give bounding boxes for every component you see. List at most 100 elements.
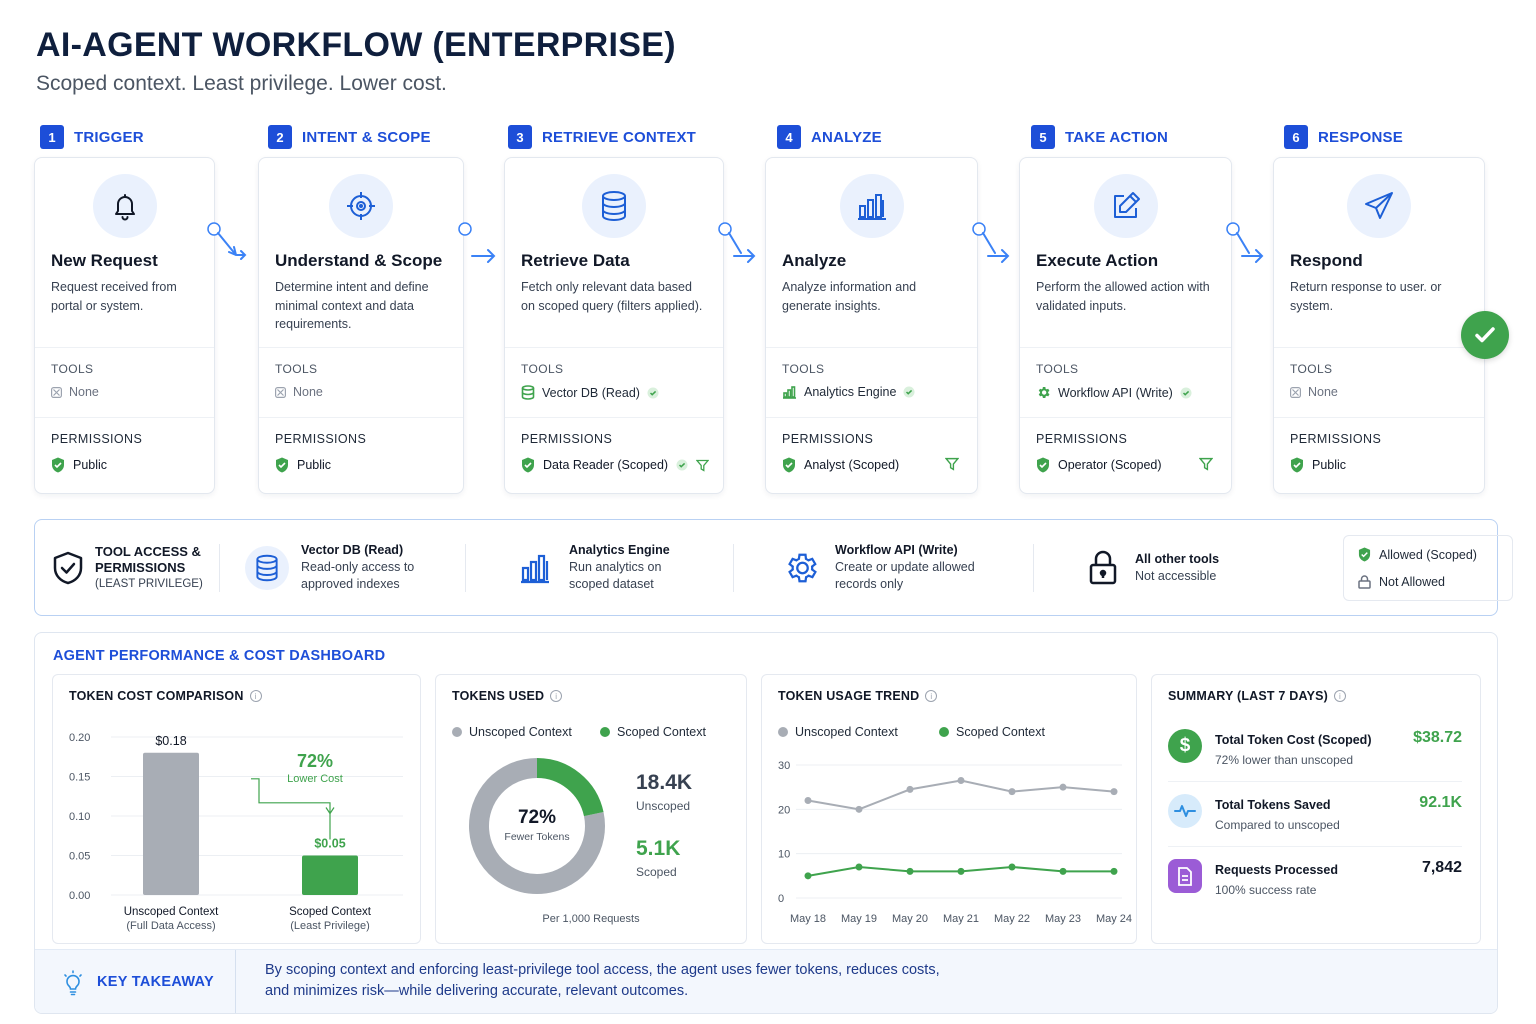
bell-icon bbox=[92, 174, 157, 238]
tools-label: TOOLS bbox=[1290, 362, 1333, 376]
legend-dot bbox=[939, 727, 949, 737]
scoped-label: Scoped bbox=[636, 865, 677, 879]
permissions-label: PERMISSIONS bbox=[51, 432, 143, 446]
pulse-icon bbox=[1168, 794, 1202, 828]
summary-row-cost: $ Total Token Cost (Scoped) 72% lower th… bbox=[1168, 729, 1462, 789]
document-icon bbox=[1168, 859, 1202, 893]
step-label: TAKE ACTION bbox=[1065, 128, 1169, 146]
step-header-retrieve: 3 RETRIEVE CONTEXT bbox=[508, 125, 696, 149]
tool-access-workflow-api: Workflow API (Write) Create or update al… bbox=[779, 520, 975, 615]
step-card-trigger[interactable]: New Request Request received from portal… bbox=[34, 157, 215, 494]
y-tick-label: 0.20 bbox=[69, 732, 90, 744]
shield-check-icon bbox=[1358, 547, 1371, 562]
summary-subtitle: Compared to unscoped bbox=[1215, 818, 1340, 832]
info-icon[interactable]: i bbox=[1334, 690, 1347, 702]
tool-value: None bbox=[1290, 385, 1338, 399]
info-icon[interactable]: i bbox=[550, 690, 563, 702]
step-card-intent[interactable]: Understand & Scope Determine intent and … bbox=[258, 157, 464, 494]
step-card-response[interactable]: Respond Return response to user. or syst… bbox=[1273, 157, 1485, 494]
tool-name: Analytics Engine bbox=[804, 385, 897, 399]
divider bbox=[766, 347, 977, 348]
filter-icon bbox=[696, 459, 710, 472]
summary-value: $38.72 bbox=[1413, 729, 1462, 746]
arrow-down-icon bbox=[325, 807, 335, 815]
flow-arrow-icon bbox=[972, 222, 1010, 263]
divider bbox=[1020, 417, 1231, 418]
step-number: 1 bbox=[40, 125, 64, 149]
legend-label: Unscoped Context bbox=[469, 725, 572, 739]
lightbulb-icon bbox=[64, 970, 82, 996]
info-icon[interactable]: i bbox=[249, 690, 262, 702]
panel-title: TOKEN COST COMPARISON i bbox=[69, 689, 262, 703]
legend-dot bbox=[600, 727, 610, 737]
y-tick-label: 10 bbox=[778, 849, 790, 861]
data-point bbox=[804, 872, 812, 880]
divider bbox=[1274, 347, 1484, 348]
card-title: Execute Action bbox=[1036, 251, 1159, 270]
tool-title: Vector DB (Read) bbox=[301, 543, 404, 557]
permission-name: Public bbox=[297, 458, 332, 472]
permissions-label: PERMISSIONS bbox=[782, 432, 874, 446]
shield-check-icon bbox=[522, 457, 534, 473]
bar-chart-icon bbox=[839, 174, 904, 238]
donut-center: 72% Fewer Tokens bbox=[466, 807, 608, 843]
tool-access-title: PERMISSIONS bbox=[95, 559, 186, 575]
takeaway-text: By scoping context and enforcing least-p… bbox=[265, 960, 1025, 1002]
step-header-trigger: 1 TRIGGER bbox=[40, 125, 144, 149]
step-header-intent: 2 INTENT & SCOPE bbox=[268, 125, 431, 149]
permission-value: Public bbox=[1290, 457, 1346, 473]
tools-label: TOOLS bbox=[275, 362, 318, 376]
tool-description: approved indexes bbox=[301, 577, 400, 591]
y-tick-label: 0.00 bbox=[69, 890, 90, 902]
cost-bar bbox=[302, 855, 358, 895]
y-tick-label: 20 bbox=[778, 804, 790, 816]
summary-title: Total Token Cost (Scoped) bbox=[1215, 733, 1372, 747]
card-description: Return response to user. or system. bbox=[1290, 280, 1442, 313]
divider bbox=[35, 347, 214, 348]
step-card-retrieve[interactable]: Retrieve Data Fetch only relevant data b… bbox=[504, 157, 724, 494]
tool-name: Vector DB (Read) bbox=[542, 385, 640, 400]
edit-icon bbox=[1093, 174, 1158, 238]
step-card-analyze[interactable]: Analyze Analyze information and generate… bbox=[765, 157, 978, 494]
permission-value: Data Reader (Scoped) bbox=[521, 457, 710, 473]
none-icon bbox=[51, 386, 62, 398]
info-icon[interactable]: i bbox=[925, 690, 938, 702]
summary-subtitle: 100% success rate bbox=[1215, 883, 1317, 897]
y-tick-label: 0 bbox=[778, 893, 784, 905]
bar-value-label: $0.18 bbox=[155, 734, 186, 748]
donut-center-value: 72% bbox=[517, 807, 557, 828]
step-label: TRIGGER bbox=[74, 128, 144, 146]
card-title: Understand & Scope bbox=[275, 251, 443, 270]
tool-value: None bbox=[275, 385, 323, 399]
y-tick-label: 30 bbox=[778, 760, 790, 772]
card-title: Analyze bbox=[782, 251, 847, 270]
summary-value: 92.1K bbox=[1419, 794, 1462, 811]
data-point bbox=[906, 785, 914, 793]
cost-comparison-panel: TOKEN COST COMPARISON i 0.00 0.05 0.10 0.15… bbox=[52, 674, 421, 944]
step-number: 3 bbox=[508, 125, 532, 149]
x-category-label: Scoped Context bbox=[289, 906, 372, 918]
step-card-action[interactable]: Execute Action Perform the allowed actio… bbox=[1019, 157, 1232, 494]
tool-access-panel: TOOL ACCESS & PERMISSIONS (LEAST PRIVILE… bbox=[34, 519, 1513, 616]
unscoped-label: Unscoped bbox=[636, 799, 691, 813]
divider bbox=[1020, 347, 1231, 348]
tokens-used-panel: TOKENS USED i Unscoped Context Scoped Co… bbox=[435, 674, 747, 944]
summary-value: 7,842 bbox=[1421, 859, 1462, 876]
data-point bbox=[1110, 788, 1118, 796]
data-point bbox=[1059, 867, 1067, 875]
filter-icon bbox=[1199, 457, 1213, 471]
shield-check-icon bbox=[1180, 387, 1192, 398]
savings-percent: 72% bbox=[297, 751, 333, 771]
permission-value: Public bbox=[275, 457, 331, 473]
step-number: 5 bbox=[1031, 125, 1055, 149]
permission-name: Public bbox=[73, 458, 108, 472]
success-check-icon bbox=[1461, 311, 1509, 359]
x-tick-label: May 19 bbox=[841, 913, 877, 925]
step-label: RETRIEVE CONTEXT bbox=[542, 128, 697, 146]
step-label: RESPONSE bbox=[1318, 128, 1403, 146]
divider bbox=[259, 347, 463, 348]
divider bbox=[1033, 544, 1034, 592]
shield-check-icon bbox=[647, 387, 659, 398]
step-label: ANALYZE bbox=[811, 128, 882, 146]
divider bbox=[505, 417, 723, 418]
